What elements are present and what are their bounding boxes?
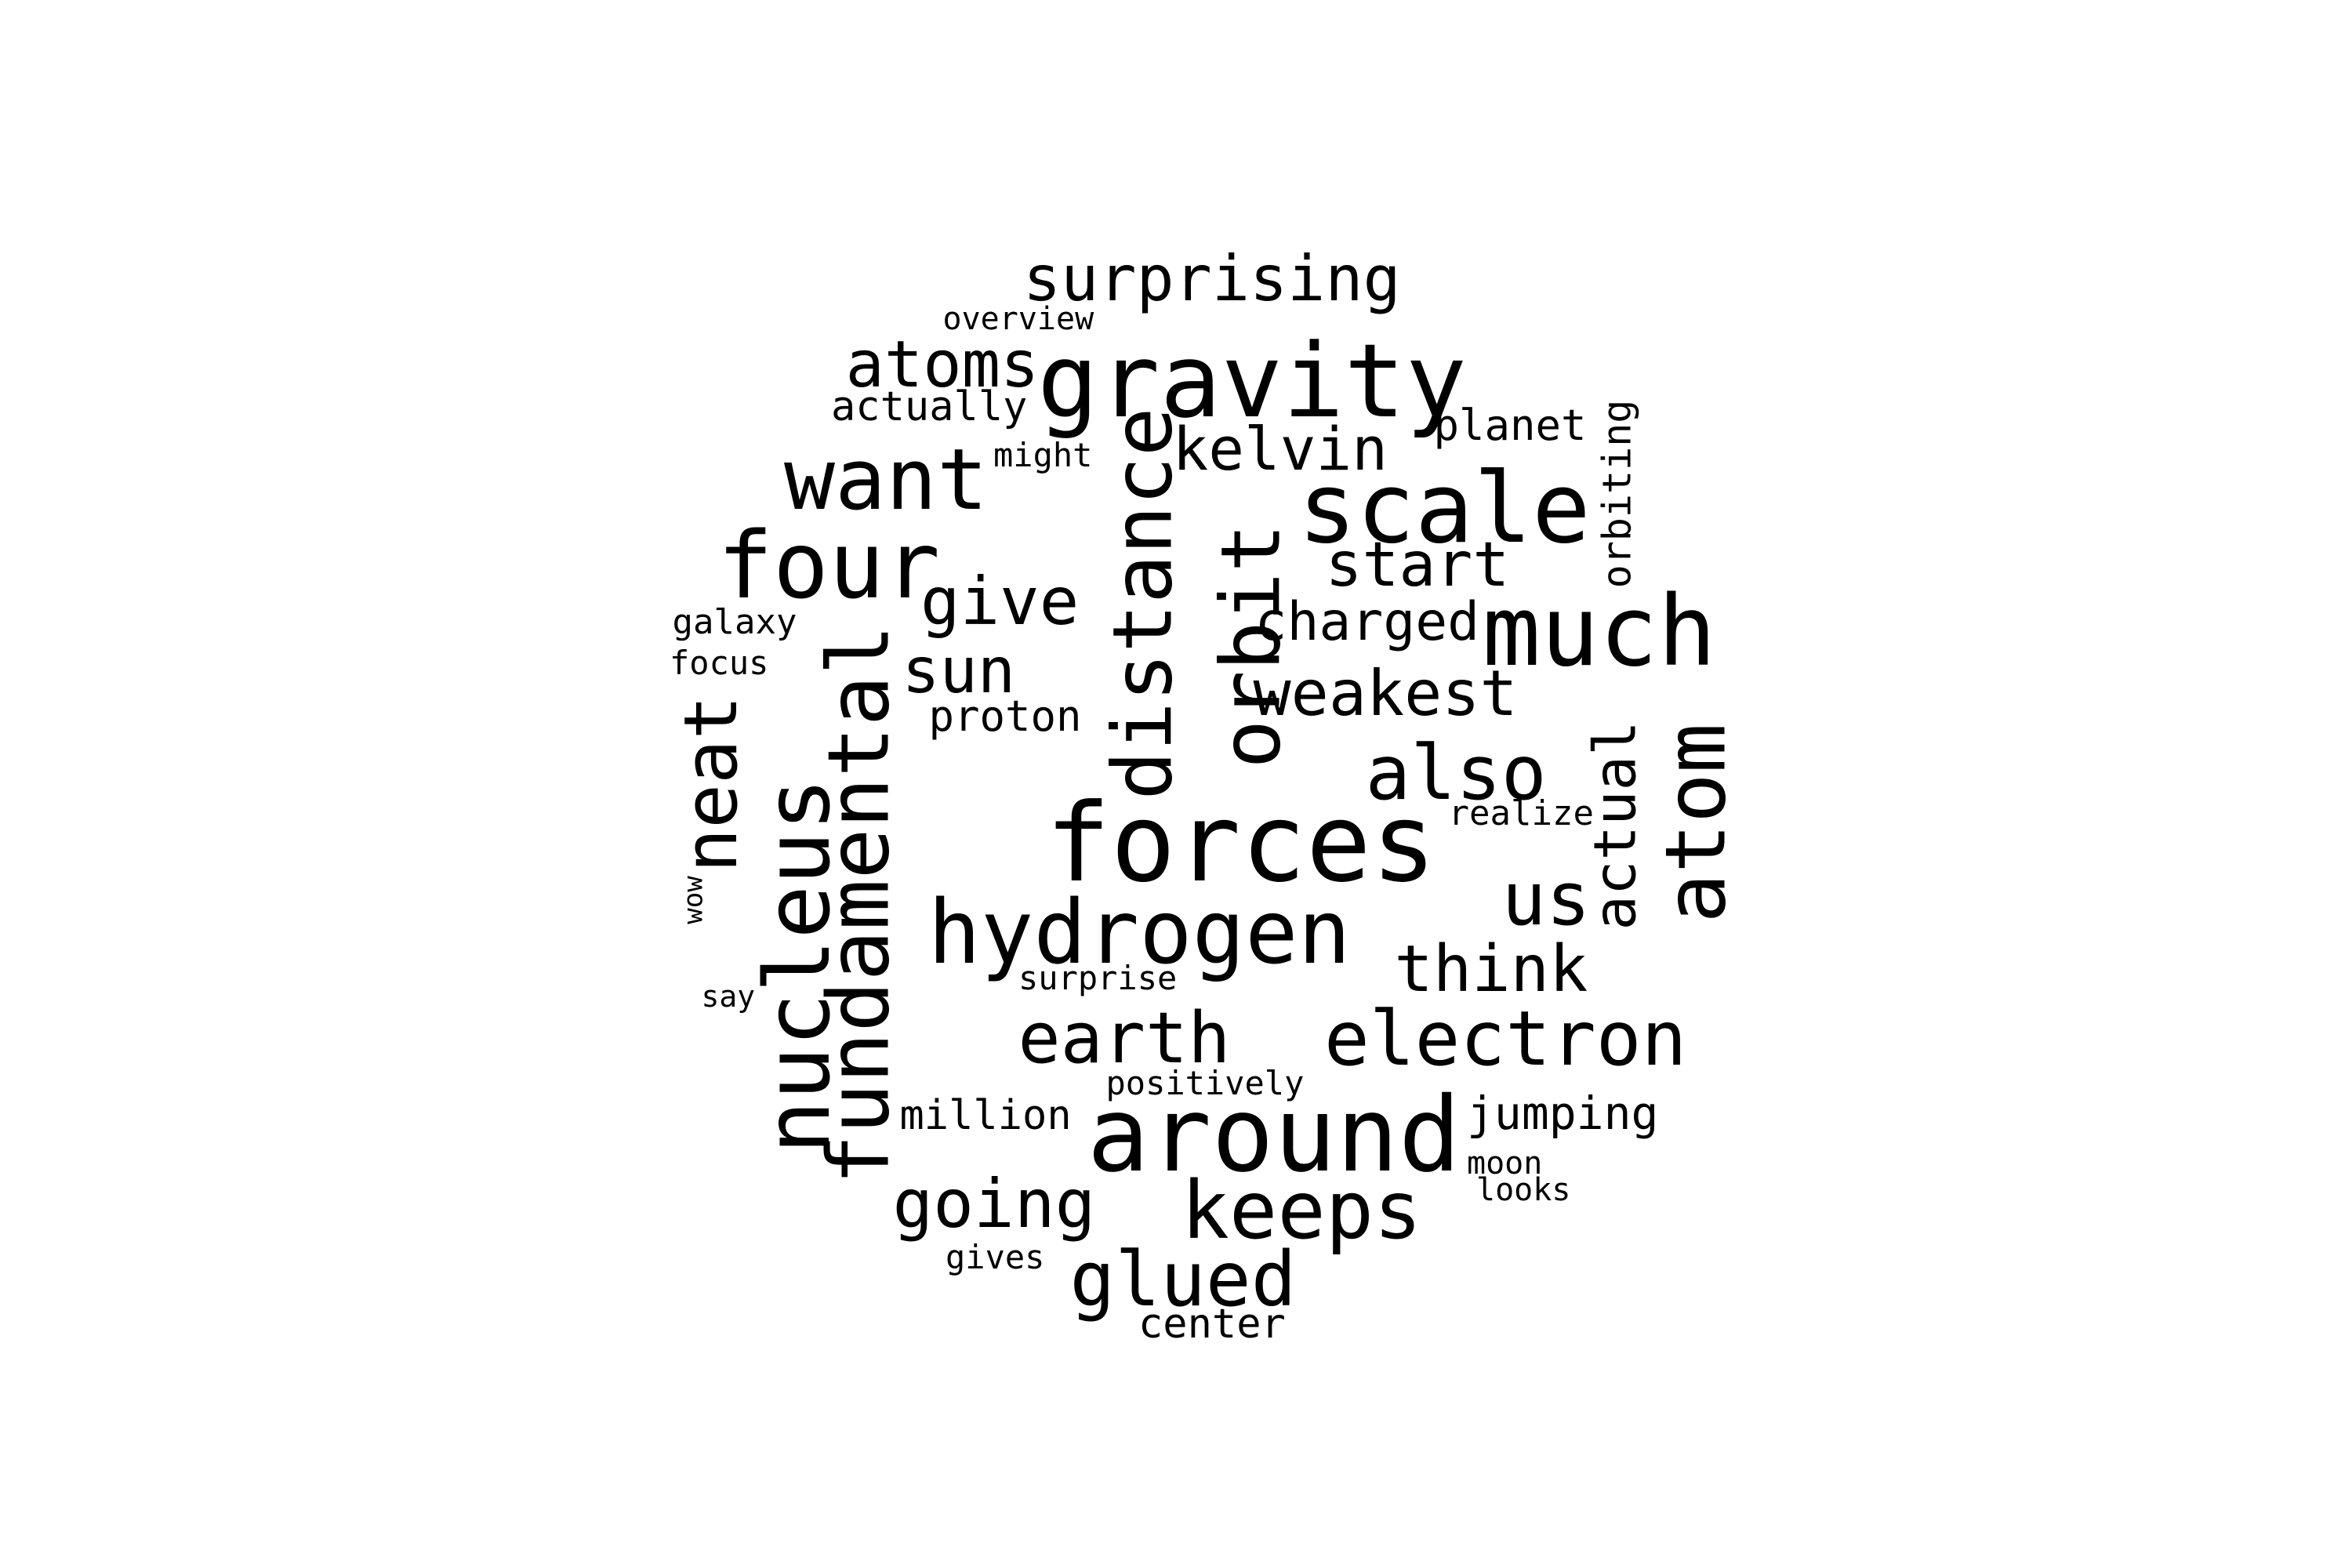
word-focus: focus (670, 644, 769, 682)
word-surprising: surprising (1023, 242, 1401, 315)
word-atom: atom (1647, 723, 1744, 924)
word-keeps: keeps (1181, 1164, 1422, 1258)
word-give: give (920, 563, 1080, 640)
word-think: think (1394, 932, 1588, 1007)
word-looks: looks (1476, 1172, 1571, 1208)
word-us: us (1501, 857, 1591, 942)
word-distance: distance (1094, 407, 1190, 800)
word-actual: actual (1581, 720, 1650, 931)
word-also: also (1365, 729, 1547, 817)
word-hydrogen: hydrogen (927, 882, 1351, 984)
word-charged: charged (1254, 591, 1480, 653)
word-glued: glued (1069, 1236, 1297, 1323)
word-around: around (1087, 1075, 1461, 1196)
word-forces: forces (1045, 780, 1437, 906)
word-neat: neat (669, 695, 755, 873)
word-kelvin: kelvin (1172, 414, 1388, 484)
word-center: center (1138, 1301, 1286, 1348)
word-much: much (1482, 575, 1717, 688)
word-four: four (717, 511, 941, 619)
word-earth: earth (1018, 997, 1231, 1080)
word-actually: actually (831, 383, 1028, 430)
word-start: start (1325, 530, 1510, 601)
word-surprise: surprise (1018, 959, 1178, 997)
word-weakest: weakest (1253, 657, 1518, 730)
word-say: say (701, 979, 756, 1014)
word-electron: electron (1324, 995, 1687, 1083)
word-atoms: atoms (845, 328, 1040, 402)
word-wow: wow (677, 876, 710, 924)
word-gives: gives (946, 1238, 1045, 1276)
word-moon: moon (1467, 1145, 1543, 1181)
word-want: want (784, 431, 989, 529)
word-jumping: jumping (1467, 1087, 1659, 1140)
word-orbiting: orbiting (1593, 399, 1639, 589)
word-nucleus: nucleus (746, 777, 851, 1155)
word-positively: positively (1105, 1064, 1305, 1102)
word-sun: sun (902, 634, 1016, 707)
word-galaxy: galaxy (672, 602, 797, 642)
word-million: million (899, 1092, 1072, 1139)
word-gravity: gravity (1037, 321, 1467, 441)
word-going: going (892, 1165, 1096, 1243)
word-planet: planet (1433, 401, 1587, 450)
word-overview: overview (942, 301, 1094, 337)
word-realize: realize (1448, 793, 1594, 833)
word-might: might (993, 436, 1093, 474)
word-scale: scale (1298, 452, 1591, 565)
word-proton: proton (928, 691, 1082, 741)
